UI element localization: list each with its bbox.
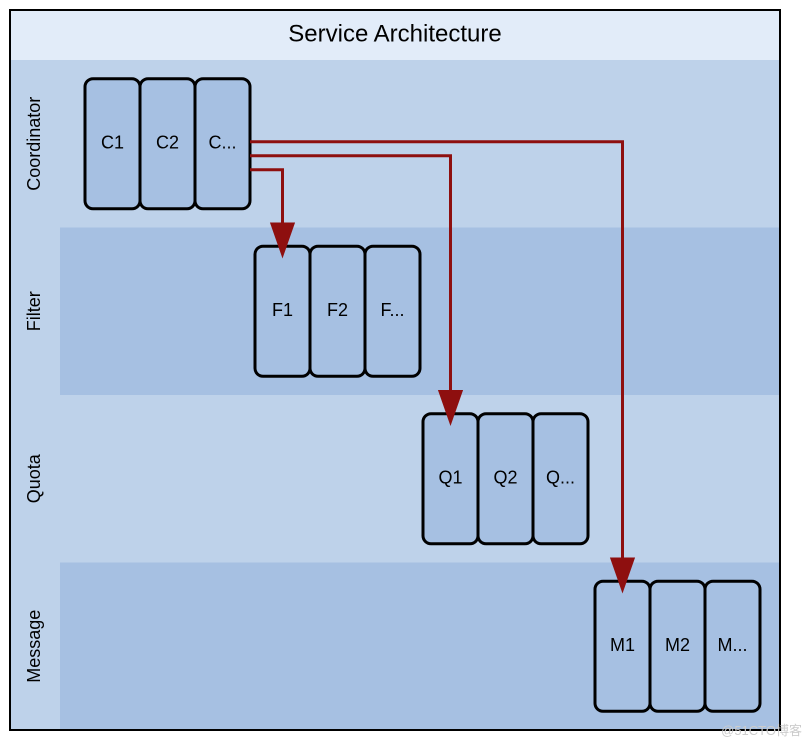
service-node-label: C1 <box>101 133 124 153</box>
service-node-label: F2 <box>327 300 348 320</box>
service-node-label: Q... <box>546 468 575 488</box>
row-label: Coordinator <box>24 97 44 191</box>
architecture-svg: Service Architecture Coordinator C1 C2 C... F… <box>0 0 812 743</box>
service-node-label: M... <box>718 635 748 655</box>
service-node-label: C... <box>208 133 236 153</box>
service-node-label: F1 <box>272 300 293 320</box>
service-node-label: F... <box>380 300 404 320</box>
service-node-label: Q1 <box>438 468 462 488</box>
diagram-title: Service Architecture <box>288 20 501 47</box>
service-node-label: M1 <box>610 635 635 655</box>
watermark: @51CTO博客 <box>721 720 802 739</box>
service-node-label: Q2 <box>493 468 517 488</box>
row-label: Filter <box>24 291 44 331</box>
service-node-label: C2 <box>156 133 179 153</box>
diagram-container: Service Architecture Coordinator C1 C2 C... F… <box>0 0 812 743</box>
service-node-label: M2 <box>665 635 690 655</box>
row-label: Message <box>24 610 44 683</box>
row-label: Quota <box>24 453 44 503</box>
